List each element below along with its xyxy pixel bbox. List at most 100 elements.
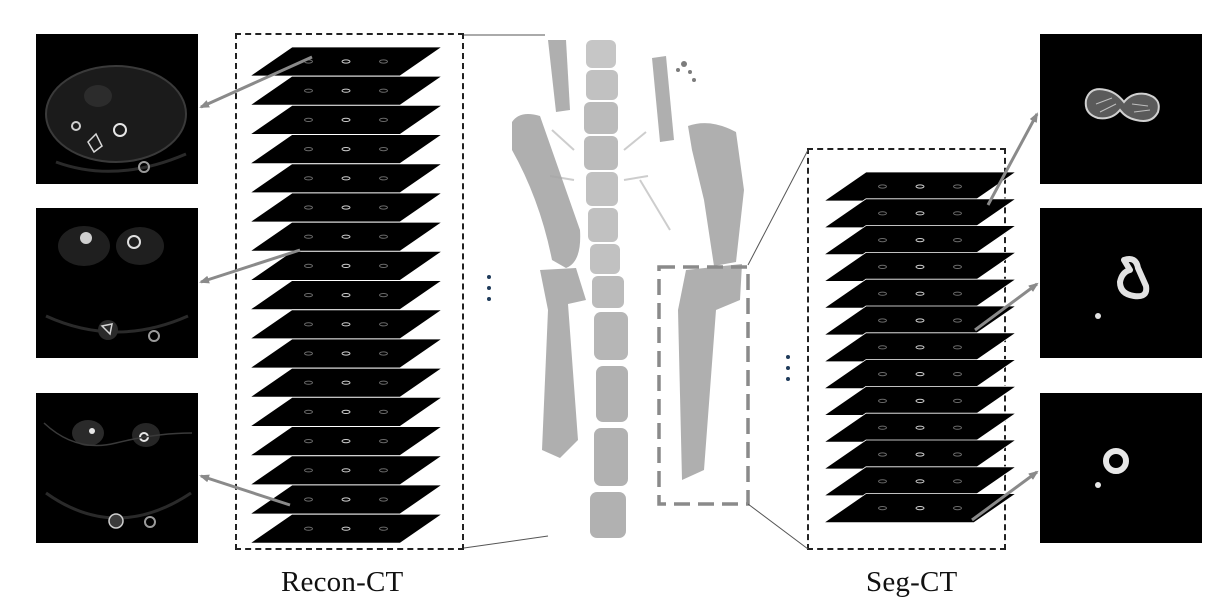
seg-ct-slice [822, 439, 1018, 470]
recon-ct-slice [248, 134, 444, 165]
recon-ct-slice [248, 163, 444, 194]
recon-ct-slice-feature [341, 234, 351, 239]
arrow-recon-upper [199, 55, 313, 109]
seg-ct-slice-feature [878, 291, 887, 296]
recon-ct-slice-feature [379, 234, 388, 239]
recon-ct-slice-feature [304, 497, 313, 502]
seg-ct-slice-feature [953, 372, 962, 377]
recon-ct-slice-feature [304, 468, 313, 473]
recon-ct-slice-feature [341, 380, 351, 385]
recon-ct-slice [248, 338, 444, 369]
recon-ct-slice [248, 309, 444, 340]
seg-ct-slice [822, 385, 1018, 416]
recon-ct-slice-feature [341, 59, 351, 64]
recon-ct-slice [248, 367, 444, 398]
seg-ct-slice [822, 412, 1018, 443]
recon-ct-slice-feature [341, 468, 351, 473]
recon-ct-slice-feature [341, 88, 351, 93]
recon-ct-slice [248, 221, 444, 252]
seg-ct-slice-feature [915, 264, 925, 269]
recon-ct-stack-frame [235, 33, 464, 550]
recon-ct-slice-feature [341, 176, 351, 181]
recon-ct-slice-feature [379, 380, 388, 385]
arrow-recon-middle [199, 248, 301, 284]
tibia-selection-box [657, 265, 750, 506]
recon-ct-slice-feature [379, 409, 388, 414]
recon-ct-slice-image-upper [36, 34, 198, 184]
recon-ct-slice [248, 426, 444, 457]
recon-ct-slice-feature [304, 409, 313, 414]
seg-ct-slice-feature [878, 398, 887, 403]
seg-ct-slice-feature [915, 398, 925, 403]
recon-ct-slice-feature [304, 322, 313, 327]
seg-ct-slice-feature [953, 291, 962, 296]
zoom-line-top-right [747, 149, 809, 266]
recon-ct-slice-feature [304, 439, 313, 444]
recon-ct-slice-feature [379, 147, 388, 152]
seg-ct-slice-feature [915, 372, 925, 377]
seg-ct-slice-feature [915, 452, 925, 457]
seg-ct-slice-feature [878, 184, 887, 189]
recon-ct-slice-feature [304, 176, 313, 181]
seg-ct-slice-feature [953, 479, 962, 484]
recon-ct-slice-feature [341, 117, 351, 123]
recon-ct-slice [248, 513, 444, 544]
recon-ct-slice-feature [379, 322, 388, 327]
seg-ct-slice-feature [915, 345, 925, 350]
seg-ct-slice-feature [953, 211, 962, 216]
seg-ct-slice-feature [953, 398, 962, 403]
recon-ct-slice-feature [341, 205, 351, 210]
arrow-seg-middle [974, 282, 1039, 332]
seg-ct-slice [822, 171, 1018, 202]
seg-ct-slice-feature [953, 506, 962, 511]
seg-ct-slice-feature [915, 184, 925, 189]
recon-ct-slice-feature [304, 147, 313, 152]
recon-ct-slice-feature [379, 88, 388, 93]
recon-ct-slice-feature [341, 526, 351, 531]
recon-ct-slice-feature [341, 351, 351, 356]
recon-ct-slice-feature [304, 293, 313, 298]
recon-ct-slice-feature [379, 468, 388, 473]
ellipsis-dots-right [786, 355, 790, 381]
recon-ct-slice-feature [304, 526, 313, 531]
recon-ct-slice [248, 280, 444, 311]
recon-ct-slice-feature [341, 322, 351, 327]
recon-ct-slice-feature [341, 409, 351, 414]
seg-ct-slice-feature [878, 452, 887, 457]
recon-ct-slice-feature [379, 439, 388, 444]
seg-ct-slice-feature [878, 318, 887, 323]
seg-ct-slice-image-upper [1040, 34, 1202, 184]
seg-ct-slice-feature [915, 506, 925, 511]
seg-ct-slice [822, 466, 1018, 497]
recon-ct-slice-image-lower [36, 393, 198, 543]
arrow-seg-upper [986, 112, 1039, 206]
recon-ct-slice-feature [379, 526, 388, 531]
seg-ct-slice-feature [915, 238, 925, 243]
zoom-line-bottom-left [463, 535, 549, 549]
seg-ct-slice-feature [953, 345, 962, 350]
arrow-seg-lower [971, 470, 1039, 522]
seg-ct-slice-image-lower [1040, 393, 1202, 543]
recon-ct-slice-feature [379, 176, 388, 181]
recon-ct-slice-feature [341, 497, 351, 502]
recon-ct-label: Recon-CT [281, 566, 404, 598]
recon-ct-slice [248, 105, 444, 135]
seg-ct-slice-feature [953, 318, 962, 323]
arrow-recon-lower [199, 474, 291, 507]
seg-ct-slice-feature [878, 211, 887, 216]
seg-ct-slice [822, 359, 1018, 390]
seg-ct-slice-image-middle [1040, 208, 1202, 358]
seg-ct-slice-feature [878, 345, 887, 350]
seg-ct-slice-feature [915, 479, 925, 484]
seg-ct-slice-feature [953, 238, 962, 243]
seg-ct-slice-feature [878, 506, 887, 511]
recon-ct-slice [248, 396, 444, 427]
recon-ct-slice-feature [304, 263, 313, 268]
recon-ct-slice-stack [248, 46, 444, 544]
seg-ct-slice-feature [878, 479, 887, 484]
recon-ct-slice-feature [304, 117, 313, 123]
recon-ct-slice-feature [304, 88, 313, 93]
recon-ct-slice-feature [304, 351, 313, 356]
ellipsis-dots-left [487, 275, 491, 301]
seg-ct-slice-feature [915, 318, 925, 323]
